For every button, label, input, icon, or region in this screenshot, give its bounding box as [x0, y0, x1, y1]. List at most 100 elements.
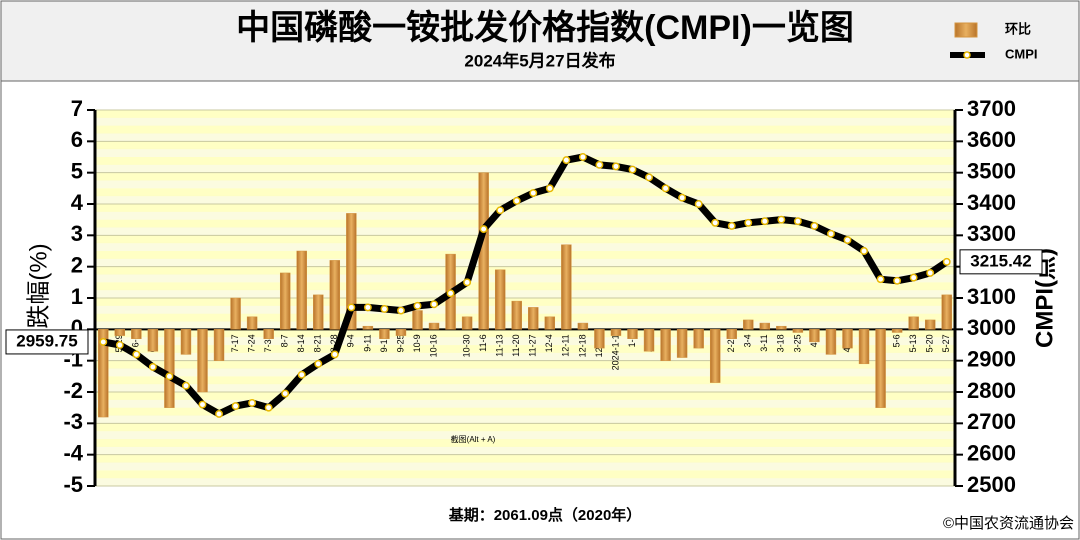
x-tick-label: 5-27 [941, 334, 951, 352]
point [99, 337, 108, 346]
point [248, 399, 257, 407]
bar [98, 329, 109, 418]
point [446, 289, 455, 298]
point [264, 403, 273, 412]
x-tick-label: 7-31 [263, 334, 273, 352]
y2-tick-label: 2600 [967, 440, 1016, 465]
bar [412, 310, 423, 330]
point [661, 184, 670, 193]
bar [875, 329, 886, 408]
x-tick-label: 3-25 [792, 334, 802, 352]
x-tick-label: 3-4 [743, 334, 753, 347]
value-label: 2959.75 [16, 331, 77, 350]
x-tick-label: 2024-1-1 [610, 334, 620, 370]
x-tick-label: 5-6 [891, 334, 901, 347]
bar [461, 316, 473, 330]
bar [511, 300, 522, 330]
point [711, 218, 720, 227]
bar [858, 329, 870, 365]
bar [726, 329, 737, 339]
x-tick-label: 10-30 [461, 334, 471, 357]
point [727, 221, 736, 230]
x-tick-label: 8-28 [329, 334, 339, 352]
legend-label: CMPI [1005, 46, 1038, 61]
point [843, 236, 852, 244]
point [479, 225, 488, 234]
x-tick-label: 10-9 [412, 334, 422, 352]
y2-tick-label: 3400 [967, 190, 1016, 215]
bar [164, 329, 175, 408]
bar [279, 272, 291, 330]
bar [329, 260, 341, 330]
point [760, 217, 769, 226]
x-tick-label: 6-5 [131, 334, 141, 347]
bar [346, 213, 357, 330]
bar [941, 294, 952, 330]
x-tick-label: 11-20 [511, 334, 521, 356]
bar [759, 322, 771, 330]
y-tick-label: 2 [71, 252, 83, 277]
point [330, 350, 339, 359]
x-tick-label: 5-20 [925, 334, 935, 352]
x-tick-label: 3-18 [776, 334, 786, 352]
x-tick-label: 10-16 [428, 334, 438, 357]
x-tick-label: 5-13 [908, 334, 918, 352]
y2-tick-label: 3000 [967, 315, 1016, 340]
point [297, 370, 306, 379]
bar [676, 329, 688, 358]
point [215, 409, 223, 418]
x-tick-label: 11-6 [478, 334, 488, 351]
point [182, 381, 190, 390]
point [281, 389, 290, 398]
point [545, 184, 554, 193]
x-tick-label: 8-7 [280, 334, 290, 347]
x-tick-label: 3-11 [759, 334, 769, 351]
point [893, 276, 902, 285]
x-tick-label: 9-18 [379, 334, 389, 352]
point [562, 156, 571, 165]
y2-tick-label: 3100 [967, 284, 1016, 309]
bar [230, 297, 241, 330]
point [694, 200, 703, 208]
point [793, 217, 802, 226]
point [595, 160, 604, 169]
point [860, 247, 868, 255]
bar [610, 329, 622, 336]
y2-tick-label: 3700 [967, 96, 1016, 121]
bar [544, 316, 556, 330]
x-tick-label: 12-11 [561, 334, 571, 356]
point [744, 218, 753, 227]
point [645, 173, 653, 182]
bar [643, 329, 655, 352]
bar [743, 319, 754, 330]
bar [809, 329, 820, 343]
bar [395, 329, 407, 336]
legend-swatch [954, 22, 978, 38]
bar [362, 325, 374, 330]
header [0, 0, 1080, 82]
x-tick-label: 7-24 [246, 334, 256, 352]
bar [263, 329, 274, 339]
bar [379, 329, 390, 339]
bar [561, 244, 572, 330]
point [512, 196, 521, 205]
y-tick-label: -3 [63, 409, 83, 434]
bar [660, 329, 671, 361]
bar [577, 322, 589, 330]
bar [246, 316, 258, 330]
y2-tick-label: 3600 [967, 127, 1016, 152]
bar [213, 329, 225, 361]
bar [296, 250, 307, 330]
point [909, 273, 918, 282]
bar [528, 307, 539, 330]
point [132, 350, 141, 359]
point [678, 193, 687, 202]
point [942, 257, 951, 266]
x-tick-label: 12-4 [544, 334, 554, 352]
point [198, 400, 207, 409]
point [529, 189, 538, 197]
bar [627, 329, 638, 339]
bar [428, 322, 440, 330]
point [430, 300, 438, 309]
bar [776, 325, 787, 330]
